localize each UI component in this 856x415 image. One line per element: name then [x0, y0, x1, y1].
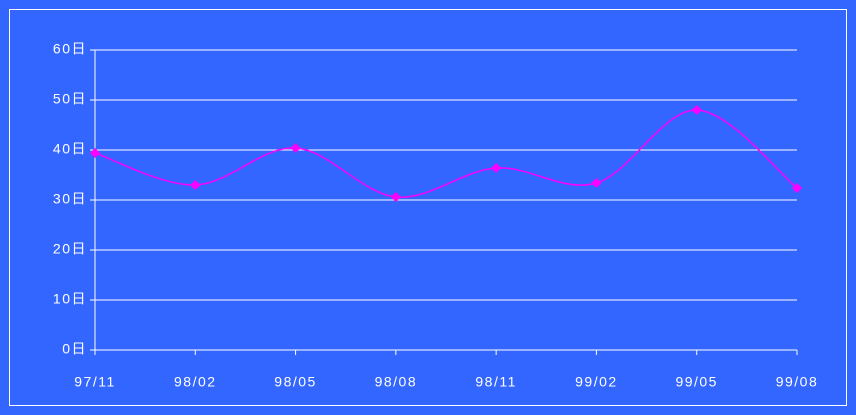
y-tick-label: 0日	[62, 341, 87, 357]
x-tick-label: 99/02	[575, 374, 618, 390]
x-tick-label: 97/11	[74, 374, 116, 390]
x-tick-label: 98/08	[375, 374, 418, 390]
data-point	[491, 163, 502, 173]
x-tick-label: 98/11	[475, 374, 517, 390]
data-point	[290, 143, 301, 153]
y-tick-label: 40日	[53, 141, 87, 157]
y-tick-label: 20日	[53, 241, 87, 257]
y-tick-label: 10日	[53, 291, 87, 307]
x-tick-label: 98/05	[274, 374, 317, 390]
chart-frame	[9, 9, 847, 406]
x-tick-label: 99/05	[675, 374, 718, 390]
data-point	[792, 183, 802, 193]
data-point	[591, 178, 602, 188]
x-tick-label: 98/02	[174, 374, 217, 390]
data-point	[90, 148, 100, 158]
data-line	[94, 109, 798, 198]
x-tick-label: 99/08	[776, 374, 819, 390]
data-point	[390, 192, 401, 202]
y-tick-label: 50日	[53, 91, 87, 107]
y-tick-label: 30日	[53, 191, 87, 207]
data-point	[691, 105, 702, 115]
data-point	[190, 180, 201, 190]
y-tick-label: 60日	[53, 41, 87, 57]
